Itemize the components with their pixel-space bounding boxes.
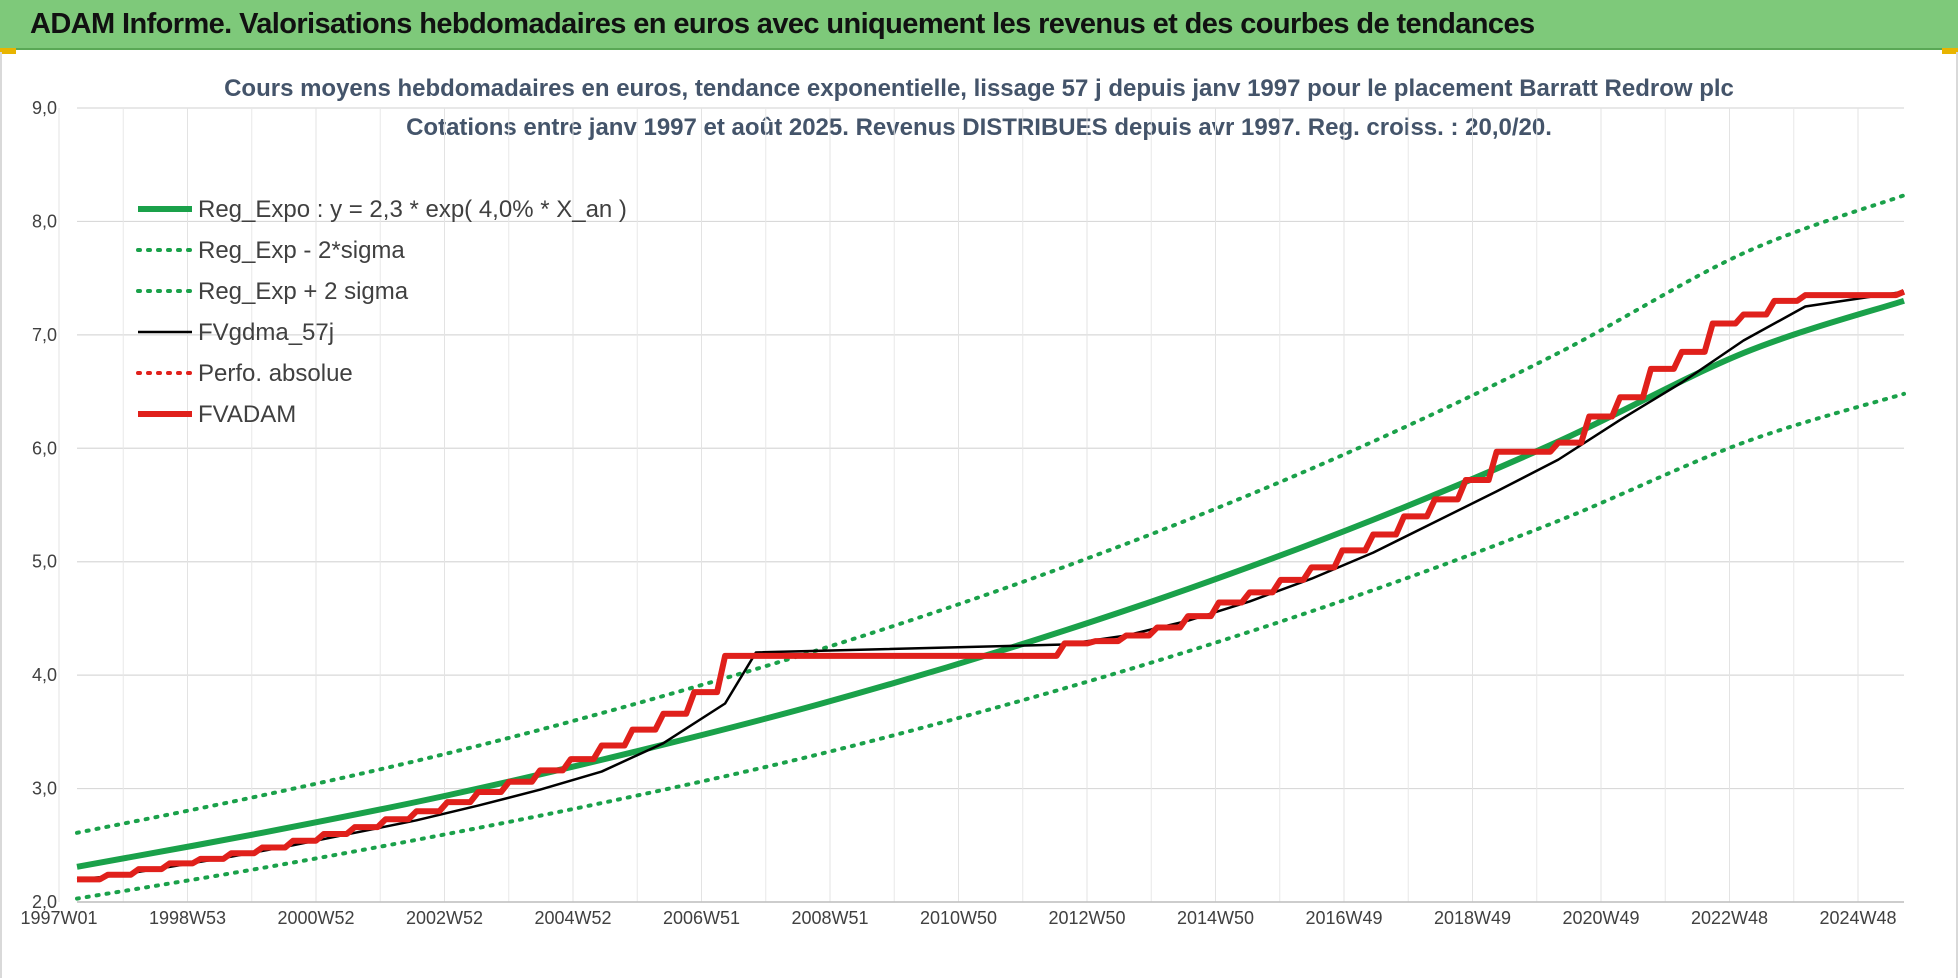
legend-label: Perfo. absolue (198, 360, 353, 387)
grid-lines (58, 107, 1904, 903)
series-line-0 (76, 297, 1905, 870)
legend-label: FVgdma_57j (198, 319, 334, 346)
x-tick-label: 2004W52 (534, 908, 611, 928)
x-tick-label: 2024W48 (1819, 908, 1896, 928)
x-tick-label: 2012W50 (1048, 908, 1125, 928)
x-tick-label: 2018W49 (1434, 908, 1511, 928)
x-tick-label: 2008W51 (791, 908, 868, 928)
y-axis: 9,0 8,0 7,0 6,0 5,0 4,0 3,0 2,0 (32, 98, 57, 912)
x-tick-label: 2006W51 (663, 908, 740, 928)
legend-label: Reg_Expo : y = 2,3 * exp( 4,0% * X_an ) (198, 196, 627, 223)
series-line-5 (77, 288, 1906, 883)
x-tick-label: 2014W50 (1177, 908, 1254, 928)
chart-title: Cours moyens hebdomadaires en euros, ten… (224, 75, 1734, 102)
legend-label: FVADAM (198, 401, 296, 428)
y-tick-label: 2,0 (32, 892, 57, 912)
y-tick-label: 4,0 (32, 665, 57, 685)
y-tick-label: 7,0 (32, 325, 57, 345)
line-chart: Cours moyens hebdomadaires en euros, ten… (20, 75, 1906, 928)
page-title: ADAM Informe. Valorisations hebdomadaire… (30, 8, 1535, 40)
chart-area: Cours moyens hebdomadaires en euros, ten… (0, 52, 1958, 978)
corner-mark-right (1942, 48, 1958, 54)
series-line-1 (75, 391, 1906, 901)
x-tick-label: 2022W48 (1691, 908, 1768, 928)
x-tick-label: 2010W50 (920, 908, 997, 928)
legend: Reg_Expo : y = 2,3 * exp( 4,0% * X_an ) R… (136, 196, 627, 428)
x-tick-label: 2002W52 (406, 908, 483, 928)
chart-subtitle: Cotations entre janv 1997 et août 2025. … (406, 114, 1552, 141)
series-line-2 (75, 193, 1906, 835)
x-tick-label: 2016W49 (1305, 908, 1382, 928)
x-tick-label: 1997W01 (20, 908, 97, 928)
header-banner: ADAM Informe. Valorisations hebdomadaire… (0, 0, 1958, 50)
y-tick-label: 6,0 (32, 438, 57, 458)
y-tick-label: 9,0 (32, 98, 57, 118)
x-tick-label: 2020W49 (1562, 908, 1639, 928)
x-tick-label: 2000W52 (277, 908, 354, 928)
x-axis: 1997W01 1998W53 2000W52 2002W52 2004W52 2006W… (20, 901, 1904, 928)
x-tick-label: 1998W53 (149, 908, 226, 928)
y-tick-label: 8,0 (32, 211, 57, 231)
legend-label: Reg_Exp + 2 sigma (198, 278, 409, 305)
legend-label: Reg_Exp - 2*sigma (198, 237, 405, 264)
y-tick-label: 3,0 (32, 779, 57, 799)
series-lines (75, 193, 1906, 901)
corner-mark-left (0, 48, 16, 54)
y-tick-label: 5,0 (32, 552, 57, 572)
